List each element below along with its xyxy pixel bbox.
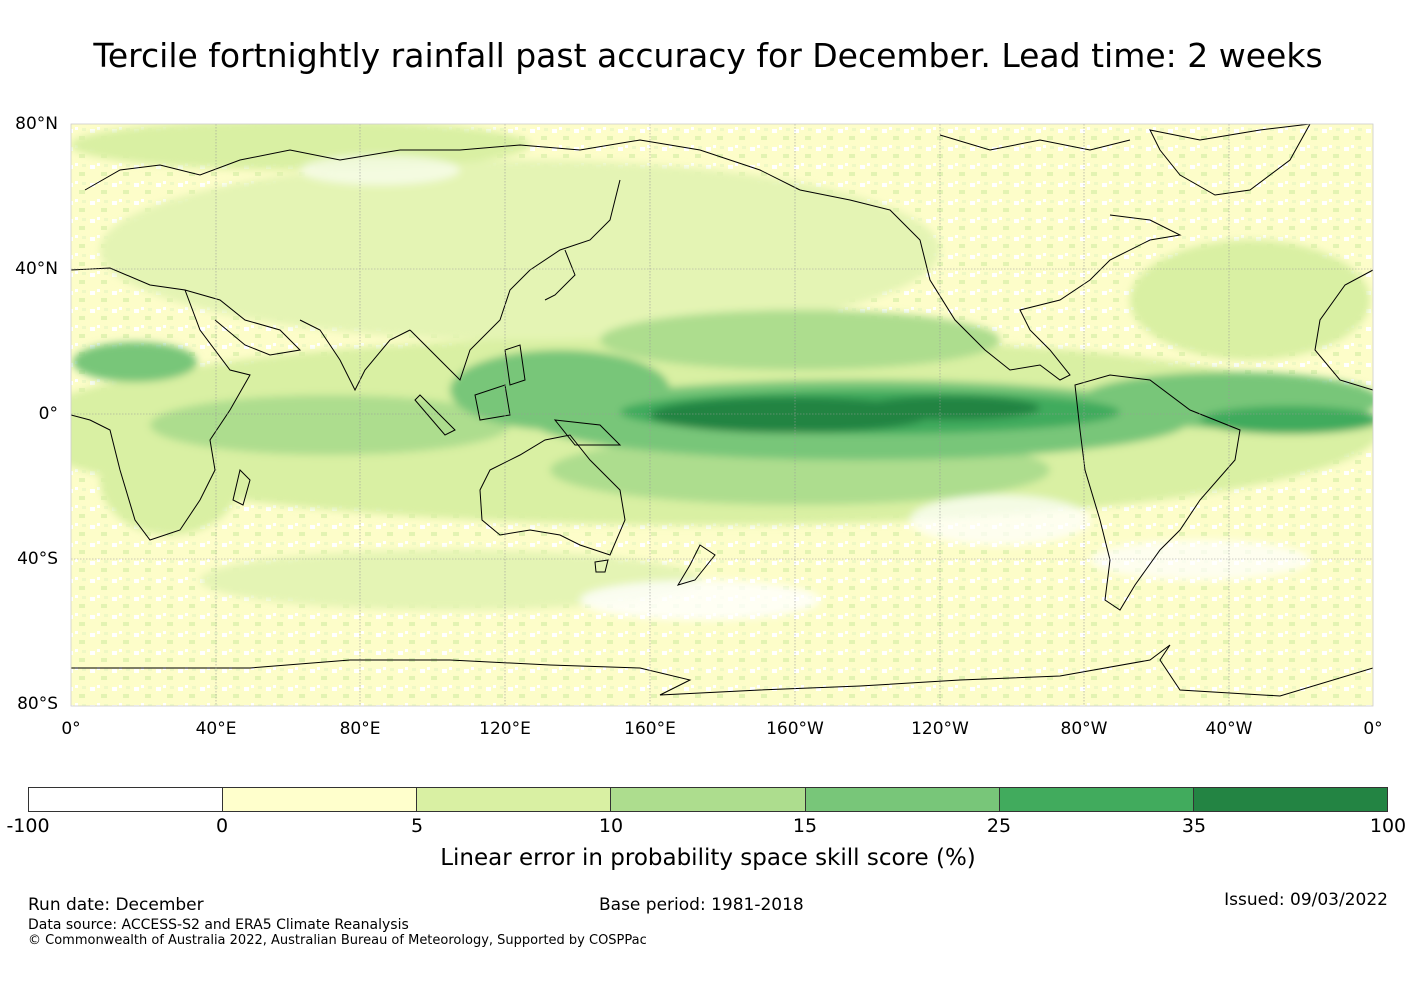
lon-label-40w: 40°W xyxy=(1205,719,1253,739)
lat-label-40s: 40°S xyxy=(17,549,58,569)
colorbar-segment xyxy=(416,788,611,811)
run-date: Run date: December xyxy=(28,895,204,915)
colorbar-segment xyxy=(610,788,805,811)
lat-label-40n: 40°N xyxy=(15,259,58,279)
sumatra-coast xyxy=(414,394,456,436)
australia-coast xyxy=(479,434,626,556)
east-asia-coast xyxy=(409,179,621,381)
indian-ocean-medium xyxy=(150,395,510,455)
arabian-sea-region xyxy=(73,342,197,382)
new-guinea-coast xyxy=(553,419,622,446)
colorbar-segment xyxy=(998,788,1193,811)
borneo-coast xyxy=(474,384,511,421)
gridlines xyxy=(71,124,1373,706)
colorbar-tick: 15 xyxy=(792,815,818,837)
chart-title: Tercile fortnightly rainfall past accura… xyxy=(93,36,1323,75)
white-patch xyxy=(910,495,1090,545)
data-source: Data source: ACCESS-S2 and ERA5 Climate … xyxy=(28,917,409,933)
lon-label-160e: 160°E xyxy=(624,719,676,739)
base-period: Base period: 1981-2018 xyxy=(599,895,804,915)
copyright: © Commonwealth of Australia 2022, Austra… xyxy=(28,933,647,948)
lat-label-80s: 80°S xyxy=(17,694,58,714)
west-africa-coast xyxy=(1314,269,1373,391)
lon-label-0-west: 0° xyxy=(61,719,81,739)
madagascar-coast xyxy=(232,469,251,506)
lon-label-160w: 160°W xyxy=(766,719,824,739)
colorbar-tick: 5 xyxy=(410,815,424,837)
africa-coast xyxy=(71,267,251,541)
colorbar-tick: 0 xyxy=(215,815,229,837)
colorbar xyxy=(28,787,1388,812)
coastlines xyxy=(71,124,1373,697)
issued-date: Issued: 09/03/2022 xyxy=(1224,890,1388,910)
southern-ocean-light xyxy=(200,550,700,610)
philippines-coast xyxy=(504,344,526,386)
greenland-coast xyxy=(1149,124,1311,196)
colorbar-tick: 100 xyxy=(1369,815,1407,837)
lon-label-40e: 40°E xyxy=(195,719,237,739)
lon-label-80w: 80°W xyxy=(1060,719,1108,739)
lat-label-0: 0° xyxy=(38,404,58,424)
arctic-light xyxy=(71,124,530,170)
colorbar-tick: 10 xyxy=(598,815,624,837)
colorbar-segment xyxy=(1192,788,1387,811)
white-patch xyxy=(580,580,820,620)
new-zealand-coast xyxy=(676,544,716,586)
lat-label-80n: 80°N xyxy=(15,114,58,134)
colorbar-tick: -100 xyxy=(6,815,50,837)
india-coast xyxy=(299,319,411,392)
japan-coast xyxy=(544,249,576,301)
white-patch xyxy=(1090,540,1310,580)
north-america-coast xyxy=(799,189,1182,381)
tasmania-coast xyxy=(594,559,609,573)
canadian-arctic xyxy=(939,134,1131,151)
map-frame xyxy=(70,123,1374,707)
lon-label-0-east: 0° xyxy=(1363,719,1383,739)
colorbar-segment xyxy=(222,788,417,811)
north-hemisphere-light xyxy=(100,160,940,340)
south-america-coast xyxy=(1074,374,1241,611)
atlantic-equatorial-band xyxy=(1200,406,1373,434)
colorbar-segment xyxy=(29,788,223,811)
colorbar-label: Linear error in probability space skill … xyxy=(440,845,976,871)
arabia-coast xyxy=(184,289,302,356)
north-pacific-light xyxy=(1130,240,1370,360)
equatorial-pacific-band xyxy=(650,397,930,433)
colorbar-tick: 35 xyxy=(1181,815,1207,837)
colorbar-tick: 25 xyxy=(986,815,1012,837)
lon-label-120e: 120°E xyxy=(479,719,531,739)
equatorial-pacific-east xyxy=(860,396,1040,420)
lon-label-120w: 120°W xyxy=(911,719,969,739)
north-pacific-medium xyxy=(600,310,1000,370)
africa-south-light xyxy=(100,425,240,535)
eurasia-north-coast xyxy=(84,139,801,191)
antarctica-coast xyxy=(71,644,1373,697)
lon-label-80e: 80°E xyxy=(339,719,381,739)
colorbar-segment xyxy=(804,788,999,811)
white-patch xyxy=(300,155,460,185)
